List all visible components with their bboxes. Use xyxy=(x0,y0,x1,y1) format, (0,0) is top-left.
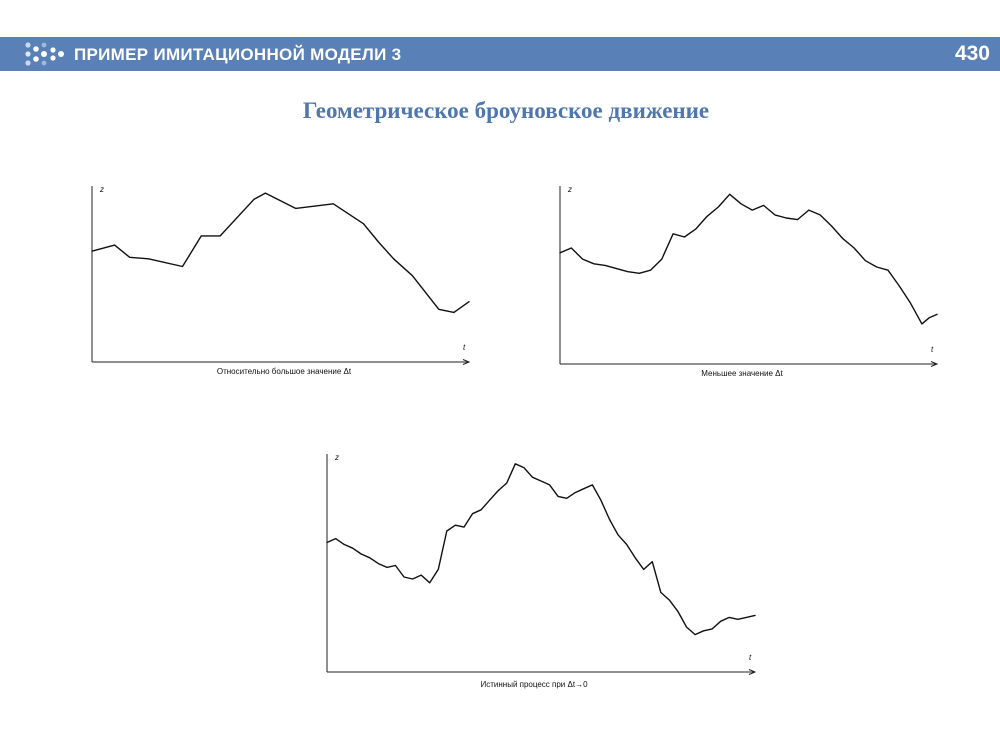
dots-arrow-icon xyxy=(25,42,64,66)
x-axis-arrow xyxy=(462,359,471,365)
x-axis-label: t xyxy=(749,653,752,662)
chart-caption: Меньшее значение Δt xyxy=(701,369,783,378)
chart-smaller-dt: z t Меньшее значение Δt xyxy=(559,185,939,378)
slide-title: Геометрическое броуновское движение xyxy=(302,98,710,123)
x-axis-label: t xyxy=(463,343,466,352)
chart-true-process: z t Истинный процесс при Δt→0 xyxy=(326,453,757,689)
y-axis-label: z xyxy=(567,185,572,194)
chart-caption: Истинный процесс при Δt→0 xyxy=(480,680,588,689)
series-line-0 xyxy=(559,193,938,325)
page-number: 430 xyxy=(954,42,990,65)
x-axis-arrow xyxy=(748,669,757,675)
series-line-0 xyxy=(91,192,470,314)
chart-caption: Относительно большое значение Δt xyxy=(217,367,352,376)
x-axis-arrow xyxy=(930,361,939,367)
y-axis-label: z xyxy=(334,453,339,462)
y-axis-label: z xyxy=(99,185,104,194)
chart-large-dt: z t Относительно большое значение Δt xyxy=(91,185,471,376)
x-axis-label: t xyxy=(931,345,934,354)
series-line-0 xyxy=(326,463,756,636)
header-title: ПРИМЕР ИМИТАЦИОННОЙ МОДЕЛИ 3 xyxy=(74,45,402,64)
header-bar: ПРИМЕР ИМИТАЦИОННОЙ МОДЕЛИ 3 430 xyxy=(0,37,1000,71)
